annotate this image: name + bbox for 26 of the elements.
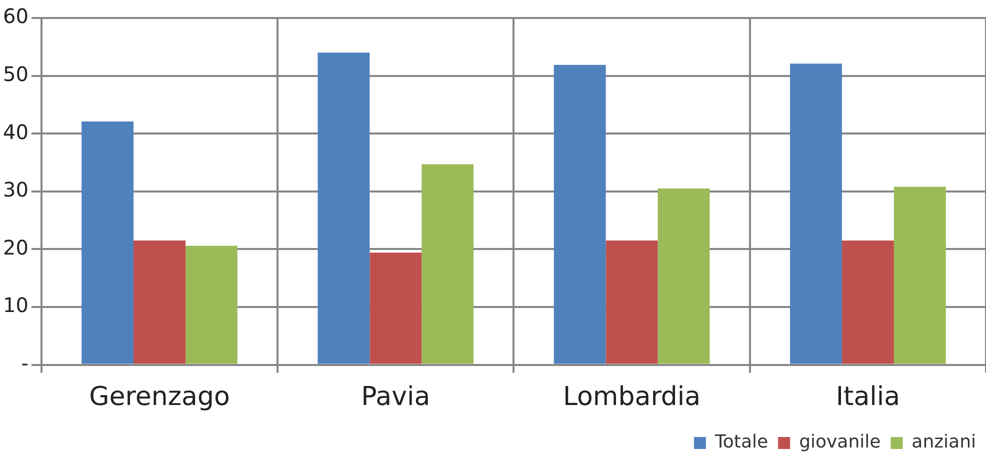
y-tick-label: 60 [2,4,28,28]
bar [606,240,658,364]
bar [82,121,134,364]
bar [894,186,946,364]
bar [185,246,238,364]
bar [134,240,186,364]
x-tick-label: Italia [836,382,900,412]
x-tick-label: Pavia [361,382,430,412]
bar [554,64,606,364]
y-tick-label: - [21,351,28,376]
y-tick-label: 20 [2,235,28,260]
legend-label: Totale [714,432,768,453]
bar [422,164,474,364]
y-tick-label: 40 [2,120,28,144]
y-tick-label: 10 [2,293,28,318]
legend-label: giovanile [799,432,881,453]
bar [790,64,842,364]
x-tick-label: Lombardia [562,382,701,412]
x-tick-label: Gerenzago [89,382,230,412]
legend-label: anziani [912,432,976,453]
y-tick-label: 30 [2,178,28,202]
bar [370,252,422,364]
bar [318,52,370,364]
bar [658,188,710,364]
y-tick-label: 50 [2,62,28,86]
bar [842,240,894,364]
